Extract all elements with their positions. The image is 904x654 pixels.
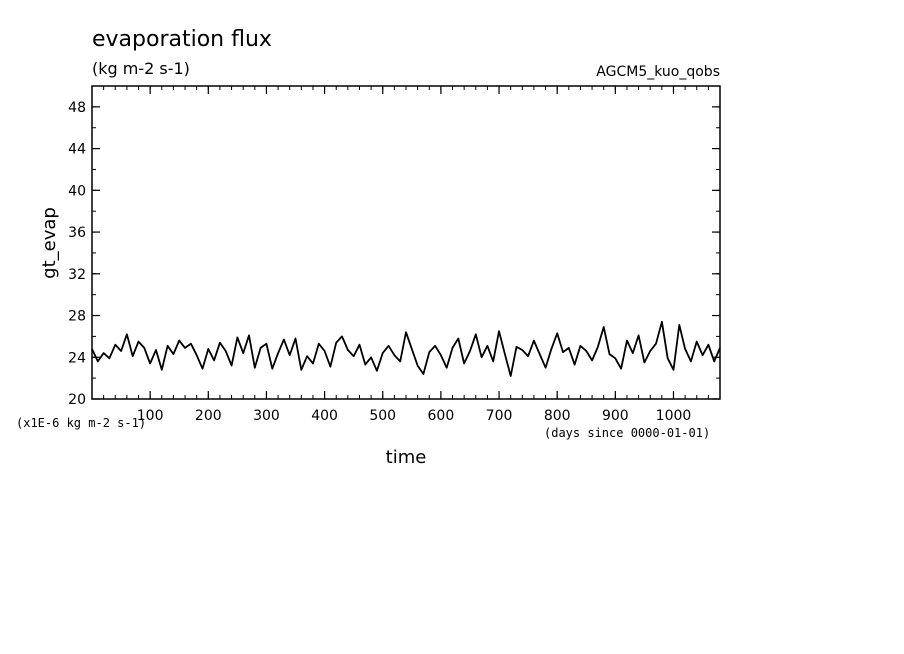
x-tick-label: 200: [195, 408, 222, 424]
y-tick-label: 28: [68, 309, 86, 325]
x-tick-label: 800: [544, 408, 571, 424]
y-tick-label: 36: [68, 225, 86, 241]
y-tick-label: 32: [68, 267, 86, 283]
x-tick-label: 300: [253, 408, 280, 424]
plot-frame: [91, 85, 721, 400]
x-tick-label: 900: [602, 408, 629, 424]
y-axis-label: gt_evap: [39, 207, 60, 279]
y-tick-label: 48: [68, 100, 86, 116]
x-tick-label: 700: [486, 408, 513, 424]
chart-subtitle: (kg m-2 s-1): [92, 59, 190, 78]
x-tick-label: 400: [311, 408, 338, 424]
x-unit-note: (days since 0000-01-01): [544, 426, 710, 440]
chart-title: evaporation flux: [92, 27, 272, 52]
x-tick-label: 1000: [656, 408, 692, 424]
y-unit-note: (x1E-6 kg m-2 s-1): [16, 416, 146, 430]
y-tick-label: 44: [68, 142, 86, 158]
x-tick-label: 100: [137, 408, 164, 424]
axis-tick-labels: 20 24 28 32 36 40 44 48 100 200 300 400 500 600 700 800…: [68, 100, 691, 424]
x-tick-label: 500: [369, 408, 396, 424]
y-tick-label: 24: [68, 350, 86, 366]
y-tick-label: 20: [68, 392, 86, 408]
x-axis-label: time: [386, 447, 427, 468]
axis-ticks: [92, 86, 720, 400]
dataset-label: AGCM5_kuo_qobs: [596, 64, 720, 80]
x-tick-label: 600: [428, 408, 455, 424]
y-tick-label: 40: [68, 183, 86, 199]
series-line: [91, 320, 721, 377]
